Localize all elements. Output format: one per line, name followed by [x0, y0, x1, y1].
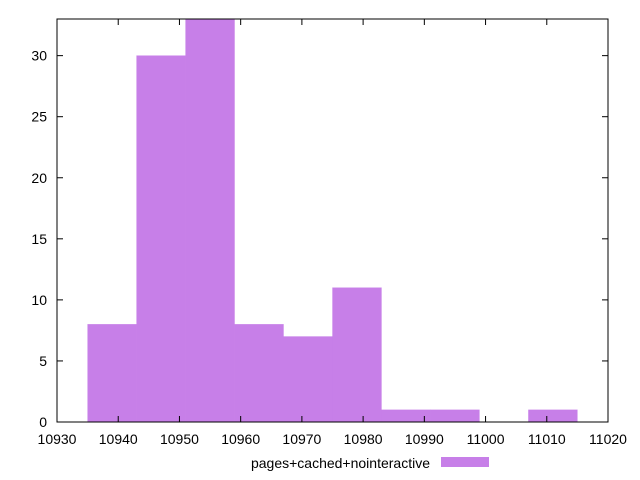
histogram-bar-6 — [381, 409, 431, 423]
bars-group — [87, 18, 578, 423]
ticks-group: 0 5 10 15 20 25 30 10930 10940 10950 10960 10970 109… — [31, 19, 627, 447]
histogram-bar-4 — [283, 336, 333, 423]
x-tick-label-4: 10970 — [282, 431, 321, 447]
histogram-bar-3 — [234, 324, 284, 423]
y-tick-label-4: 20 — [31, 170, 47, 186]
legend: pages+cached+nointeractive — [251, 455, 489, 471]
y-tick-label-3: 15 — [31, 231, 47, 247]
x-tick-label-9: 11020 — [589, 431, 627, 447]
y-tick-label-6: 30 — [31, 48, 47, 64]
histogram-bar-2 — [185, 18, 235, 423]
x-tick-label-3: 10960 — [221, 431, 260, 447]
histogram-bar-9 — [528, 409, 578, 423]
plot-frame — [56, 18, 609, 423]
y-tick-label-5: 25 — [31, 109, 47, 125]
x-tick-label-8: 11010 — [528, 431, 566, 447]
y-tick-label-1: 5 — [39, 353, 47, 369]
legend-swatch — [441, 457, 489, 467]
y-tick-label-2: 10 — [31, 292, 47, 308]
x-tick-label-1: 10940 — [99, 431, 138, 447]
x-tick-label-0: 10930 — [38, 431, 77, 447]
x-tick-label-6: 10990 — [405, 431, 444, 447]
histogram-bar-5 — [332, 287, 382, 423]
histogram-bar-0 — [87, 324, 137, 423]
histogram-bar-1 — [136, 55, 186, 423]
x-tick-label-2: 10950 — [160, 431, 199, 447]
x-tick-label-5: 10980 — [344, 431, 383, 447]
histogram-bar-7 — [430, 409, 480, 423]
x-tick-label-7: 11000 — [467, 431, 505, 447]
legend-label: pages+cached+nointeractive — [251, 455, 430, 471]
y-tick-label-0: 0 — [39, 414, 47, 430]
